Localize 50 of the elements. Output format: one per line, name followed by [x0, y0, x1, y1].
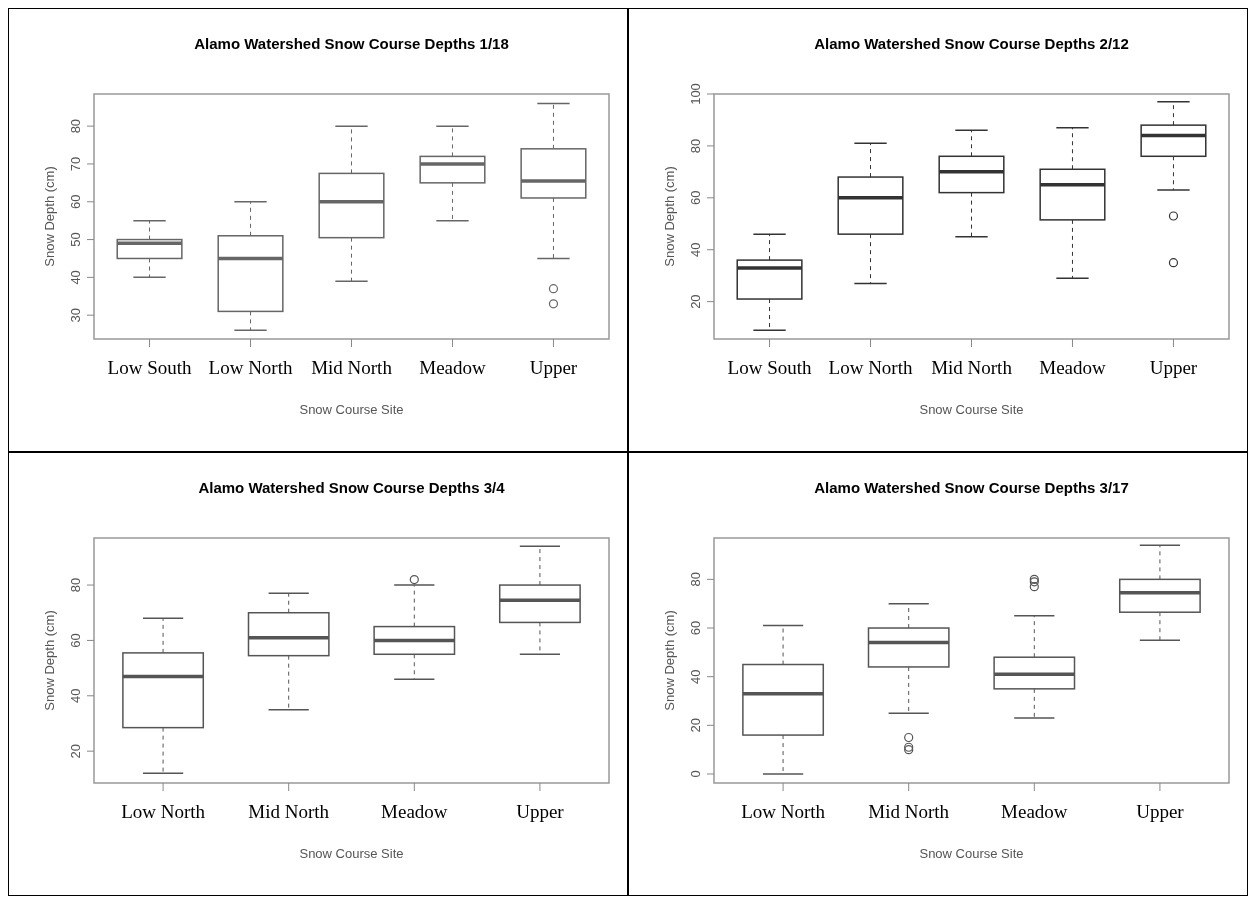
x-tick-label: Low North: [121, 801, 206, 822]
x-tick-label: Upper: [516, 801, 565, 822]
x-tick-label: Mid North: [248, 801, 330, 822]
chart-title: Alamo Watershed Snow Course Depths 1/18: [194, 35, 509, 52]
y-tick-label: 70: [68, 156, 83, 172]
x-axis-title: Snow Course Site: [299, 402, 404, 417]
x-tick-label: Low North: [208, 357, 293, 378]
y-tick-label: 60: [68, 194, 83, 209]
y-tick-label: 40: [68, 688, 83, 704]
y-tick-label: 60: [688, 620, 703, 636]
y-tick-label: 20: [68, 743, 83, 759]
y-tick-label: 40: [688, 242, 703, 257]
y-tick-label: 30: [68, 307, 83, 323]
x-tick-label: Meadow: [1039, 357, 1106, 378]
y-tick-label: 80: [688, 138, 703, 154]
y-axis-title: Snow Depth (cm): [662, 610, 677, 711]
y-axis-title: Snow Depth (cm): [662, 166, 677, 267]
x-tick-label: Low North: [828, 357, 913, 378]
y-tick-label: 0: [688, 770, 703, 778]
y-tick-label: 50: [68, 232, 83, 247]
x-tick-label: Meadow: [419, 357, 486, 378]
x-tick-label: Low North: [741, 801, 826, 822]
y-tick-label: 80: [688, 572, 703, 587]
y-tick-label: 40: [688, 669, 703, 684]
y-tick-label: 20: [688, 718, 703, 733]
x-tick-label: Upper: [1149, 357, 1198, 378]
y-axis-title: Snow Depth (cm): [42, 166, 57, 267]
x-axis-title: Snow Course Site: [299, 846, 404, 861]
chart-title: Alamo Watershed Snow Course Depths 2/12: [814, 35, 1129, 52]
x-tick-label: Upper: [529, 357, 578, 378]
x-tick-label: Low South: [107, 357, 192, 378]
y-tick-label: 60: [68, 633, 83, 648]
x-tick-label: Mid North: [931, 357, 1013, 378]
x-tick-label: Meadow: [381, 801, 448, 822]
y-axis-title: Snow Depth (cm): [42, 610, 57, 711]
y-tick-label: 100: [688, 83, 703, 105]
y-tick-label: 60: [688, 190, 703, 206]
x-tick-label: Mid North: [868, 801, 950, 822]
x-axis-title: Snow Course Site: [919, 846, 1024, 861]
x-tick-label: Upper: [1136, 801, 1185, 822]
y-tick-label: 20: [688, 294, 703, 309]
y-tick-label: 40: [68, 270, 83, 285]
y-tick-label: 80: [68, 118, 83, 134]
x-tick-label: Meadow: [1001, 801, 1068, 822]
chart-title: Alamo Watershed Snow Course Depths 3/4: [198, 479, 506, 496]
x-tick-label: Low South: [727, 357, 812, 378]
chart-title: Alamo Watershed Snow Course Depths 3/17: [814, 479, 1129, 496]
x-axis-title: Snow Course Site: [919, 402, 1024, 417]
x-tick-label: Mid North: [311, 357, 393, 378]
y-tick-label: 80: [68, 577, 83, 593]
